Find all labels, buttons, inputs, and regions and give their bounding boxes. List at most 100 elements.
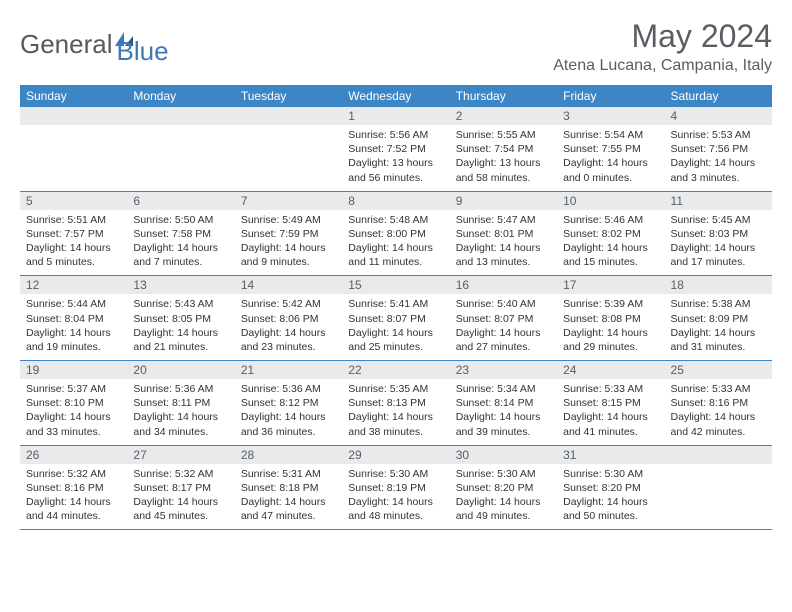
day-content: Sunrise: 5:54 AMSunset: 7:55 PMDaylight:… xyxy=(557,125,664,191)
calendar-cell: 14Sunrise: 5:42 AMSunset: 8:06 PMDayligh… xyxy=(235,276,342,361)
month-title: May 2024 xyxy=(553,18,772,55)
sunrise-line: Sunrise: 5:41 AM xyxy=(348,297,443,311)
sunrise-line: Sunrise: 5:56 AM xyxy=(348,128,443,142)
daylight-line: Daylight: 14 hours and 11 minutes. xyxy=(348,241,443,269)
sunset-line: Sunset: 8:19 PM xyxy=(348,481,443,495)
location-subtitle: Atena Lucana, Campania, Italy xyxy=(553,57,772,75)
day-number-band: 20 xyxy=(127,361,234,379)
brand-name-part2: Blue xyxy=(117,36,169,66)
calendar-cell xyxy=(20,107,127,191)
day-content: Sunrise: 5:48 AMSunset: 8:00 PMDaylight:… xyxy=(342,210,449,276)
weekday-header: Monday xyxy=(127,85,234,107)
sunrise-line: Sunrise: 5:38 AM xyxy=(671,297,766,311)
sunrise-line: Sunrise: 5:48 AM xyxy=(348,213,443,227)
day-content: Sunrise: 5:53 AMSunset: 7:56 PMDaylight:… xyxy=(665,125,772,191)
day-number-band: 21 xyxy=(235,361,342,379)
sunrise-line: Sunrise: 5:32 AM xyxy=(26,467,121,481)
brand-name-part1: General xyxy=(20,29,113,60)
calendar-cell: 29Sunrise: 5:30 AMSunset: 8:19 PMDayligh… xyxy=(342,445,449,530)
sunset-line: Sunset: 8:01 PM xyxy=(456,227,551,241)
calendar-cell: 20Sunrise: 5:36 AMSunset: 8:11 PMDayligh… xyxy=(127,361,234,446)
calendar-cell: 15Sunrise: 5:41 AMSunset: 8:07 PMDayligh… xyxy=(342,276,449,361)
day-number-band: 8 xyxy=(342,192,449,210)
day-number-band: 28 xyxy=(235,446,342,464)
daylight-line: Daylight: 14 hours and 19 minutes. xyxy=(26,326,121,354)
sunrise-line: Sunrise: 5:39 AM xyxy=(563,297,658,311)
day-content: Sunrise: 5:44 AMSunset: 8:04 PMDaylight:… xyxy=(20,294,127,360)
sunset-line: Sunset: 8:00 PM xyxy=(348,227,443,241)
calendar-cell: 31Sunrise: 5:30 AMSunset: 8:20 PMDayligh… xyxy=(557,445,664,530)
calendar-cell: 6Sunrise: 5:50 AMSunset: 7:58 PMDaylight… xyxy=(127,191,234,276)
day-number-band: 19 xyxy=(20,361,127,379)
day-number-band: 10 xyxy=(557,192,664,210)
calendar-cell: 18Sunrise: 5:38 AMSunset: 8:09 PMDayligh… xyxy=(665,276,772,361)
sunset-line: Sunset: 7:55 PM xyxy=(563,142,658,156)
day-number-band: 18 xyxy=(665,276,772,294)
sunset-line: Sunset: 8:09 PM xyxy=(671,312,766,326)
daylight-line: Daylight: 14 hours and 38 minutes. xyxy=(348,410,443,438)
calendar-cell: 7Sunrise: 5:49 AMSunset: 7:59 PMDaylight… xyxy=(235,191,342,276)
sunrise-line: Sunrise: 5:30 AM xyxy=(456,467,551,481)
calendar-cell: 1Sunrise: 5:56 AMSunset: 7:52 PMDaylight… xyxy=(342,107,449,191)
sunset-line: Sunset: 8:15 PM xyxy=(563,396,658,410)
sunrise-line: Sunrise: 5:34 AM xyxy=(456,382,551,396)
day-number-band: 3 xyxy=(557,107,664,125)
day-content: Sunrise: 5:40 AMSunset: 8:07 PMDaylight:… xyxy=(450,294,557,360)
sunrise-line: Sunrise: 5:30 AM xyxy=(563,467,658,481)
title-block: May 2024 Atena Lucana, Campania, Italy xyxy=(553,18,772,79)
daylight-line: Daylight: 14 hours and 3 minutes. xyxy=(671,156,766,184)
brand-logo: General Blue xyxy=(20,22,169,67)
calendar-cell: 22Sunrise: 5:35 AMSunset: 8:13 PMDayligh… xyxy=(342,361,449,446)
sunset-line: Sunset: 8:12 PM xyxy=(241,396,336,410)
day-content: Sunrise: 5:51 AMSunset: 7:57 PMDaylight:… xyxy=(20,210,127,276)
daylight-line: Daylight: 14 hours and 7 minutes. xyxy=(133,241,228,269)
sunrise-line: Sunrise: 5:30 AM xyxy=(348,467,443,481)
calendar-cell: 24Sunrise: 5:33 AMSunset: 8:15 PMDayligh… xyxy=(557,361,664,446)
sunrise-line: Sunrise: 5:47 AM xyxy=(456,213,551,227)
day-content: Sunrise: 5:49 AMSunset: 7:59 PMDaylight:… xyxy=(235,210,342,276)
calendar-cell: 9Sunrise: 5:47 AMSunset: 8:01 PMDaylight… xyxy=(450,191,557,276)
day-content: Sunrise: 5:55 AMSunset: 7:54 PMDaylight:… xyxy=(450,125,557,191)
sunrise-line: Sunrise: 5:33 AM xyxy=(671,382,766,396)
sunrise-line: Sunrise: 5:50 AM xyxy=(133,213,228,227)
sunset-line: Sunset: 8:20 PM xyxy=(456,481,551,495)
weekday-header: Friday xyxy=(557,85,664,107)
calendar-cell: 8Sunrise: 5:48 AMSunset: 8:00 PMDaylight… xyxy=(342,191,449,276)
calendar-cell xyxy=(235,107,342,191)
day-content: Sunrise: 5:32 AMSunset: 8:16 PMDaylight:… xyxy=(20,464,127,530)
day-content: Sunrise: 5:47 AMSunset: 8:01 PMDaylight:… xyxy=(450,210,557,276)
day-number-band: 22 xyxy=(342,361,449,379)
sunset-line: Sunset: 8:16 PM xyxy=(671,396,766,410)
day-content: Sunrise: 5:41 AMSunset: 8:07 PMDaylight:… xyxy=(342,294,449,360)
weekday-header: Wednesday xyxy=(342,85,449,107)
calendar-cell: 26Sunrise: 5:32 AMSunset: 8:16 PMDayligh… xyxy=(20,445,127,530)
day-number-band: 14 xyxy=(235,276,342,294)
daylight-line: Daylight: 14 hours and 49 minutes. xyxy=(456,495,551,523)
day-content: Sunrise: 5:34 AMSunset: 8:14 PMDaylight:… xyxy=(450,379,557,445)
day-content: Sunrise: 5:35 AMSunset: 8:13 PMDaylight:… xyxy=(342,379,449,445)
day-content: Sunrise: 5:30 AMSunset: 8:20 PMDaylight:… xyxy=(450,464,557,530)
daylight-line: Daylight: 14 hours and 17 minutes. xyxy=(671,241,766,269)
daylight-line: Daylight: 14 hours and 45 minutes. xyxy=(133,495,228,523)
day-content: Sunrise: 5:30 AMSunset: 8:19 PMDaylight:… xyxy=(342,464,449,530)
sunrise-line: Sunrise: 5:36 AM xyxy=(133,382,228,396)
sunset-line: Sunset: 8:03 PM xyxy=(671,227,766,241)
day-content: Sunrise: 5:36 AMSunset: 8:12 PMDaylight:… xyxy=(235,379,342,445)
day-content: Sunrise: 5:39 AMSunset: 8:08 PMDaylight:… xyxy=(557,294,664,360)
day-content: Sunrise: 5:50 AMSunset: 7:58 PMDaylight:… xyxy=(127,210,234,276)
sunrise-line: Sunrise: 5:53 AM xyxy=(671,128,766,142)
day-number-band: 17 xyxy=(557,276,664,294)
calendar-cell: 17Sunrise: 5:39 AMSunset: 8:08 PMDayligh… xyxy=(557,276,664,361)
calendar-cell: 2Sunrise: 5:55 AMSunset: 7:54 PMDaylight… xyxy=(450,107,557,191)
weekday-header: Tuesday xyxy=(235,85,342,107)
day-number-band: 16 xyxy=(450,276,557,294)
sunset-line: Sunset: 8:11 PM xyxy=(133,396,228,410)
sunrise-line: Sunrise: 5:42 AM xyxy=(241,297,336,311)
calendar-cell: 28Sunrise: 5:31 AMSunset: 8:18 PMDayligh… xyxy=(235,445,342,530)
sunrise-line: Sunrise: 5:37 AM xyxy=(26,382,121,396)
weekday-header: Sunday xyxy=(20,85,127,107)
calendar-row: 12Sunrise: 5:44 AMSunset: 8:04 PMDayligh… xyxy=(20,276,772,361)
calendar-cell: 3Sunrise: 5:54 AMSunset: 7:55 PMDaylight… xyxy=(557,107,664,191)
sunset-line: Sunset: 8:14 PM xyxy=(456,396,551,410)
sunrise-line: Sunrise: 5:54 AM xyxy=(563,128,658,142)
